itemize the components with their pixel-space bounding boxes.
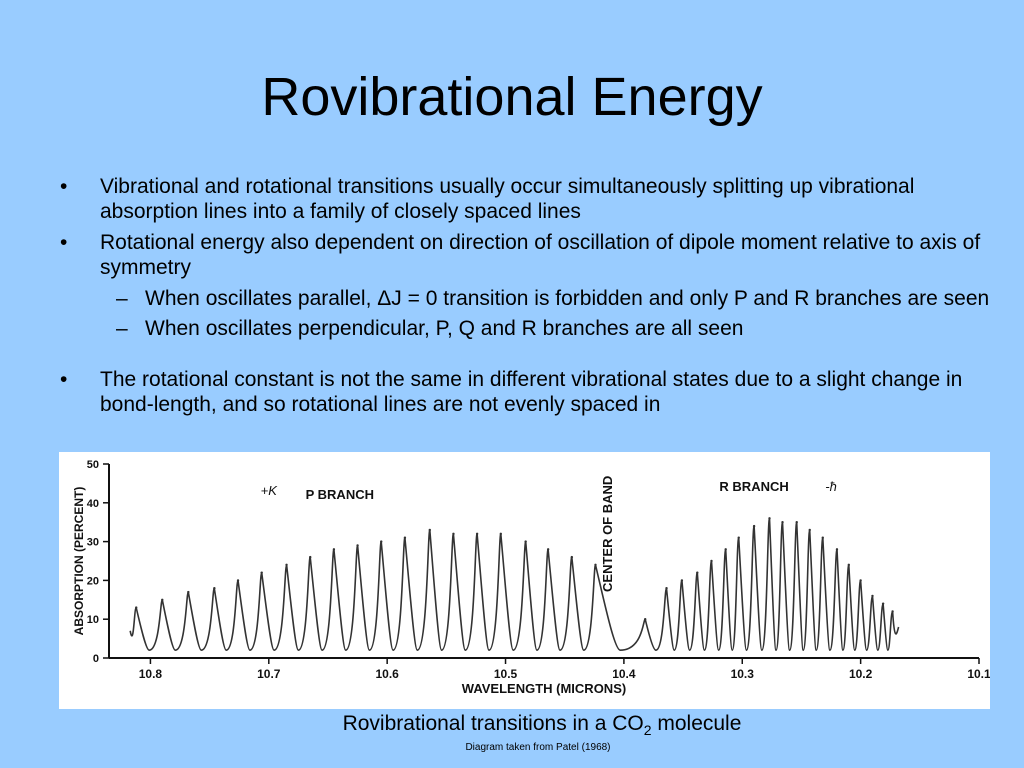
sub-bullet-item: When oscillates perpendicular, P, Q and … <box>60 316 990 341</box>
spectrum-peak <box>859 579 862 582</box>
spectrum-peak <box>213 586 216 590</box>
slide-title: Rovibrational Energy <box>261 67 763 127</box>
spectrum-peak <box>891 610 894 613</box>
figure-credit: Diagram taken from Patel (1968) <box>465 742 611 753</box>
spectrum-peak <box>236 579 240 582</box>
sub-bullet-item: When oscillates parallel, ΔJ = 0 transit… <box>60 286 990 311</box>
x-tick-label: 10.6 <box>375 667 399 681</box>
y-tick-label: 10 <box>87 614 99 626</box>
bullet-list: Vibrational and rotational transitions u… <box>60 174 990 450</box>
spectrum-peak <box>808 528 811 532</box>
spectrum-peak <box>644 618 647 621</box>
spectrum-peak <box>768 517 771 520</box>
spectrum-peak <box>546 548 550 551</box>
caption-subscript: 2 <box>643 722 652 739</box>
spectrum-peak <box>881 602 885 605</box>
spectrum-peak <box>499 532 502 536</box>
spectrum-peak <box>475 532 479 536</box>
y-tick-label: 40 <box>87 498 99 510</box>
bullet-item: The rotational constant is not the same … <box>60 367 990 417</box>
spectrum-peak <box>724 548 727 551</box>
chart-annotation: P BRANCH <box>306 487 374 502</box>
chart-annotation: -ħ <box>825 479 837 494</box>
spectrum-peak <box>594 563 597 567</box>
spectrum-peak <box>835 548 839 551</box>
spectrum-peak <box>781 521 784 524</box>
x-tick-label: 10.5 <box>494 667 518 681</box>
chart-annotation: R BRANCH <box>719 479 788 494</box>
y-tick-label: 0 <box>93 653 99 665</box>
y-tick-label: 30 <box>87 537 99 549</box>
caption-suffix: molecule <box>651 712 742 735</box>
spectrum-peak <box>871 594 874 598</box>
spectrum-peak <box>752 524 756 528</box>
bullet-item: Vibrational and rotational transitions u… <box>60 174 990 224</box>
spectrum-peak <box>403 536 407 539</box>
chart-annotation: CENTER OF BAND <box>600 476 615 592</box>
spectrum-peak <box>380 540 383 543</box>
x-tick-label: 10.8 <box>139 667 163 681</box>
chart-annotation: +K <box>261 483 279 498</box>
spectrum-figure: 0 10 20 30 40 50 10.8 10.7 10.6 10.5 10.4 10.3 10.2 1… <box>59 452 990 709</box>
spectrum-peak <box>332 548 336 551</box>
spectrum-peak <box>680 579 684 582</box>
figure-caption: Rovibrational transitions in a CO2 molec… <box>0 711 1024 743</box>
spectrum-peak <box>737 536 740 539</box>
x-tick-label: 10.1 <box>967 667 990 681</box>
spectrum-chart: 0 10 20 30 40 50 10.8 10.7 10.6 10.5 10.4 10.3 10.2 1… <box>72 459 990 696</box>
spectrum-peak <box>710 559 713 563</box>
y-tick-label: 50 <box>87 459 99 471</box>
y-tick-label: 20 <box>87 575 99 587</box>
y-axis-label: ABSORPTION (PERCENT) <box>72 487 86 636</box>
spectrum-peak <box>665 586 668 590</box>
x-axis-label: WAVELENGTH (MICRONS) <box>462 681 626 696</box>
spectrum-peak <box>428 528 431 532</box>
x-tick-label: 10.4 <box>612 667 636 681</box>
bullet-item: Rotational energy also dependent on dire… <box>60 230 990 280</box>
spectrum-peak <box>847 563 850 567</box>
spectrum-peak <box>260 571 263 574</box>
x-tick-label: 10.2 <box>849 667 873 681</box>
spectrum-peak <box>452 532 455 536</box>
spectrum-peak <box>524 540 527 543</box>
spectrum-peak <box>821 536 824 539</box>
spectrum-peak <box>570 555 574 559</box>
spectrum-peak <box>309 555 312 559</box>
spectrum-trace <box>129 517 900 652</box>
spectrum-peak <box>135 606 138 609</box>
caption-text: Rovibrational transitions in a CO <box>342 712 644 735</box>
spectrum-peak <box>696 571 699 574</box>
x-tick-label: 10.7 <box>257 667 281 681</box>
spectrum-peak <box>285 563 288 567</box>
spectrum-peak <box>187 590 190 594</box>
spectrum-peak <box>161 598 164 601</box>
spectrum-peak <box>356 544 359 547</box>
spectrum-peak <box>795 521 798 524</box>
x-tick-label: 10.3 <box>731 667 755 681</box>
